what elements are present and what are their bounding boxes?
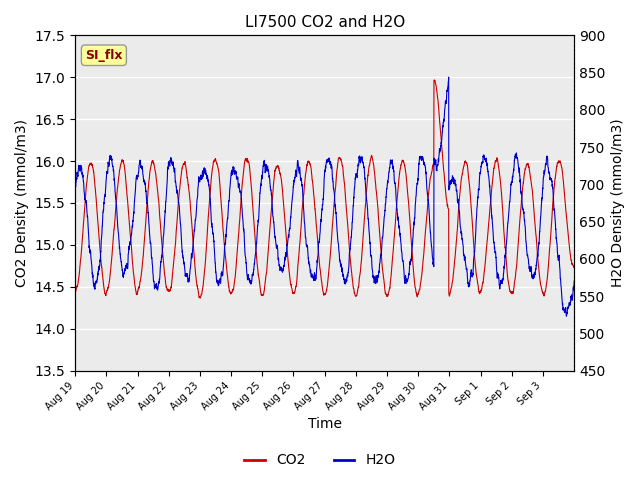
Legend: CO2, H2O: CO2, H2O — [239, 448, 401, 473]
X-axis label: Time: Time — [308, 418, 342, 432]
Title: LI7500 CO2 and H2O: LI7500 CO2 and H2O — [244, 15, 405, 30]
Y-axis label: CO2 Density (mmol/m3): CO2 Density (mmol/m3) — [15, 119, 29, 287]
Y-axis label: H2O Density (mmol/m3): H2O Density (mmol/m3) — [611, 119, 625, 287]
Text: SI_flx: SI_flx — [85, 49, 123, 62]
